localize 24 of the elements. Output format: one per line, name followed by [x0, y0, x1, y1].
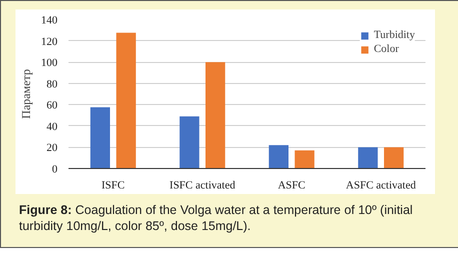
y-tick-label: 20 [46, 142, 58, 154]
bar [116, 32, 136, 168]
y-tick-label: 140 [41, 14, 58, 26]
y-tick-label: 80 [46, 78, 58, 90]
y-tick-label: 40 [46, 120, 58, 133]
bar [294, 150, 314, 168]
bar [180, 116, 200, 168]
x-tick-label: ISFC activated [170, 180, 236, 192]
x-tick-label: ISFC [102, 180, 125, 192]
caption: Figure 8: Coagulation of the Volga water at a temperature of 10º (initial turbidity 10mg/L, color 85º, dose 15mg/L). [19, 203, 414, 234]
bar [90, 107, 110, 168]
bar [268, 145, 288, 168]
y-tick-label: 120 [41, 36, 58, 48]
x-tick-label: ASFC activated [346, 180, 416, 192]
legend-label: Color [374, 43, 399, 55]
x-tick-label: ASFC [278, 180, 306, 192]
y-tick-label: 0 [52, 164, 58, 176]
y-tick-label: 100 [41, 57, 58, 70]
legend-label: Turbidity [374, 29, 415, 41]
y-tick-label: 60 [46, 100, 58, 112]
bar [358, 147, 378, 168]
y-axis-title: Параметр [19, 69, 33, 119]
bar [384, 147, 404, 168]
bar [206, 62, 226, 168]
